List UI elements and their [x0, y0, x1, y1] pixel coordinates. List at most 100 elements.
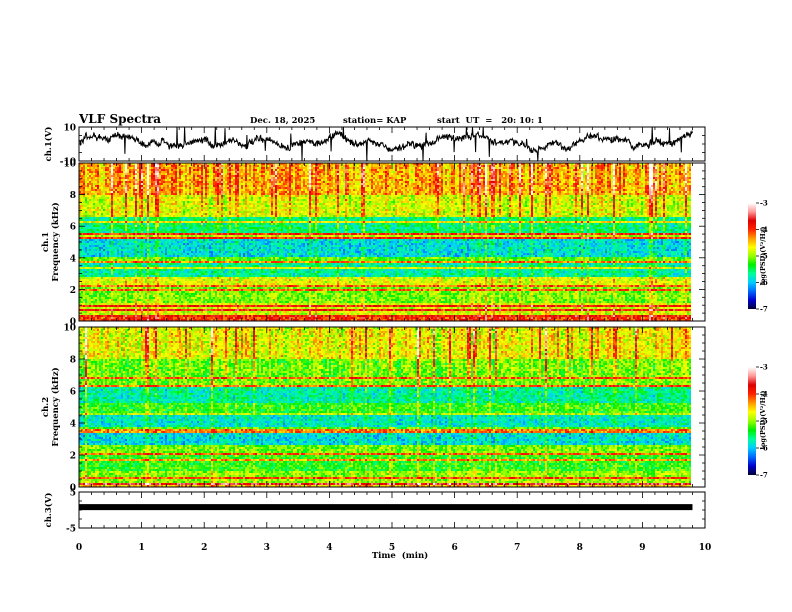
spectrogram-cell [459, 171, 461, 173]
spectrogram-cell [393, 177, 395, 179]
spectrogram-cell [255, 173, 257, 175]
spectrogram-cell [565, 171, 567, 173]
spectrogram-cell [181, 183, 183, 185]
spectrogram-cell [349, 175, 351, 177]
spectrogram-cell [445, 173, 447, 175]
spectrogram-cell [479, 171, 481, 173]
spectrogram-cell [415, 169, 417, 171]
spectrogram-cell [169, 171, 171, 173]
spectrogram-cell [155, 177, 157, 179]
spectrogram-cell [397, 167, 399, 169]
spectrogram-cell [83, 179, 85, 181]
spectrogram-cell [431, 165, 433, 167]
spectrogram-cell [315, 173, 317, 175]
spectrogram-cell [689, 171, 691, 173]
spectrogram-cell [641, 183, 643, 185]
spectrogram-cell [535, 181, 537, 183]
spectrogram-cell [587, 179, 589, 181]
spectrogram-cell [381, 173, 383, 175]
spectrogram-cell [103, 183, 105, 185]
spectrogram-cell [341, 169, 343, 171]
spectrogram-cell [353, 177, 355, 179]
spectrogram-cell [421, 181, 423, 183]
spectrogram-cell [397, 175, 399, 177]
spectrogram-cell [629, 179, 631, 181]
spectrogram-cell [407, 183, 409, 185]
spectrogram-cell [269, 177, 271, 179]
spectrogram-cell [433, 175, 435, 177]
spectrogram-cell [581, 177, 583, 179]
spectrogram-cell [257, 179, 259, 181]
spectrogram-cell [647, 173, 649, 175]
spectrogram-cell [423, 167, 425, 169]
spectrogram-cell [673, 165, 675, 167]
spectrogram-cell [313, 167, 315, 169]
spectrogram-cell [671, 165, 673, 167]
spectrogram-cell [439, 165, 441, 167]
spectrogram-cell [659, 171, 661, 173]
spectrogram-cell [577, 165, 579, 167]
spectrogram-cell [173, 165, 175, 167]
spectrogram-cell [489, 169, 491, 171]
spectrogram-cell [375, 173, 377, 175]
spectrogram-cell [445, 167, 447, 169]
spectrogram-cell [591, 179, 593, 181]
spectrogram-cell [509, 171, 511, 173]
spectrogram-cell [449, 173, 451, 175]
spectrogram-cell [317, 181, 319, 183]
spectrogram-cell [497, 181, 499, 183]
spectrogram-cell [567, 175, 569, 177]
spectrogram-cell [201, 175, 203, 177]
spectrogram-cell [181, 165, 183, 167]
spectrogram-cell [373, 169, 375, 171]
spectrogram-cell [255, 179, 257, 181]
spectrogram-cell [663, 175, 665, 177]
spectrogram-cell [609, 173, 611, 175]
spectrogram-cell [179, 171, 181, 173]
spectrogram-cell [399, 169, 401, 171]
spectrogram-cell [199, 167, 201, 169]
spectrogram-cell [559, 173, 561, 175]
spectrogram-cell [251, 183, 253, 185]
spectrogram-cell [507, 167, 509, 169]
spectrogram-cell [165, 167, 167, 169]
spectrogram-cell [179, 173, 181, 175]
spectrogram-cell [325, 165, 327, 167]
spectrogram-cell [365, 169, 367, 171]
spectrogram-cell [257, 173, 259, 175]
spectrogram-cell [413, 175, 415, 177]
spectrogram-cell [369, 179, 371, 181]
spectrogram-cell [153, 167, 155, 169]
spectrogram-cell [299, 177, 301, 179]
spectrogram-cell [103, 181, 105, 183]
spectrogram-cell [625, 177, 627, 179]
spectrogram-cell [471, 171, 473, 173]
spectrogram-cell [323, 183, 325, 185]
spectrogram-cell [541, 169, 543, 171]
ch1-ytick-label: 10 [63, 124, 76, 134]
spectrogram-cell [437, 173, 439, 175]
spectrogram-cell [97, 183, 99, 185]
spectrogram-cell [313, 181, 315, 183]
spectrogram-cell [309, 173, 311, 175]
spectrogram-cell [429, 167, 431, 169]
spectrogram-cell [623, 165, 625, 167]
spectrogram-cell [621, 169, 623, 171]
spectrogram-cell [361, 167, 363, 169]
spectrogram-cell [565, 181, 567, 183]
spectrogram-cell [161, 173, 163, 175]
spectrogram-cell [361, 171, 363, 173]
spectrogram-cell [101, 171, 103, 173]
spectrogram-cell [231, 183, 233, 185]
spectrogram-cell [247, 173, 249, 175]
spectrogram-cell [259, 183, 261, 185]
spectrogram-cell [395, 167, 397, 169]
spectrogram-cell [109, 177, 111, 179]
spectrogram-cell [583, 173, 585, 175]
spectrogram-cell [567, 171, 569, 173]
spectrogram-cell [251, 171, 253, 173]
spectrogram-cell [557, 169, 559, 171]
spectrogram-cell [491, 173, 493, 175]
spectrogram-cell [565, 165, 567, 167]
spectrogram-cell [357, 169, 359, 171]
